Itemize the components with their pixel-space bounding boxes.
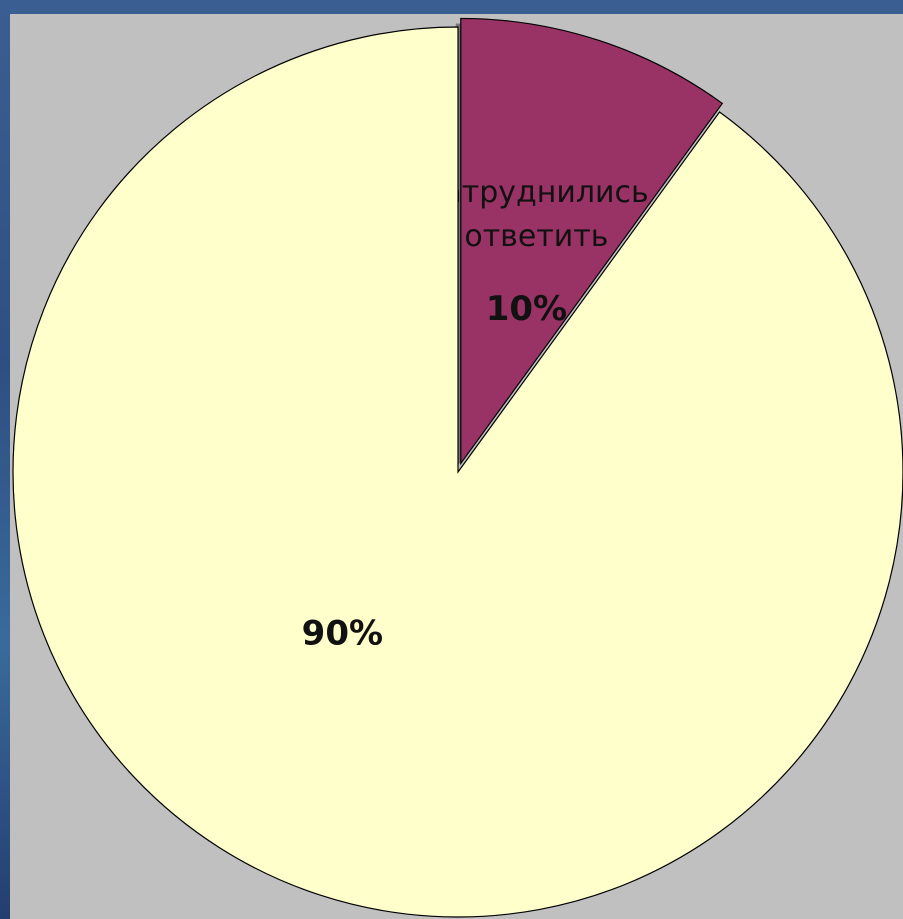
slice	[12, 26, 903, 918]
value-label: 10%	[486, 289, 567, 329]
slice-label-box: Затруднились ответить	[424, 174, 649, 254]
slice	[460, 17, 724, 466]
value-label: 90%	[302, 613, 383, 653]
slice-label: Затруднились ответить	[424, 174, 649, 254]
